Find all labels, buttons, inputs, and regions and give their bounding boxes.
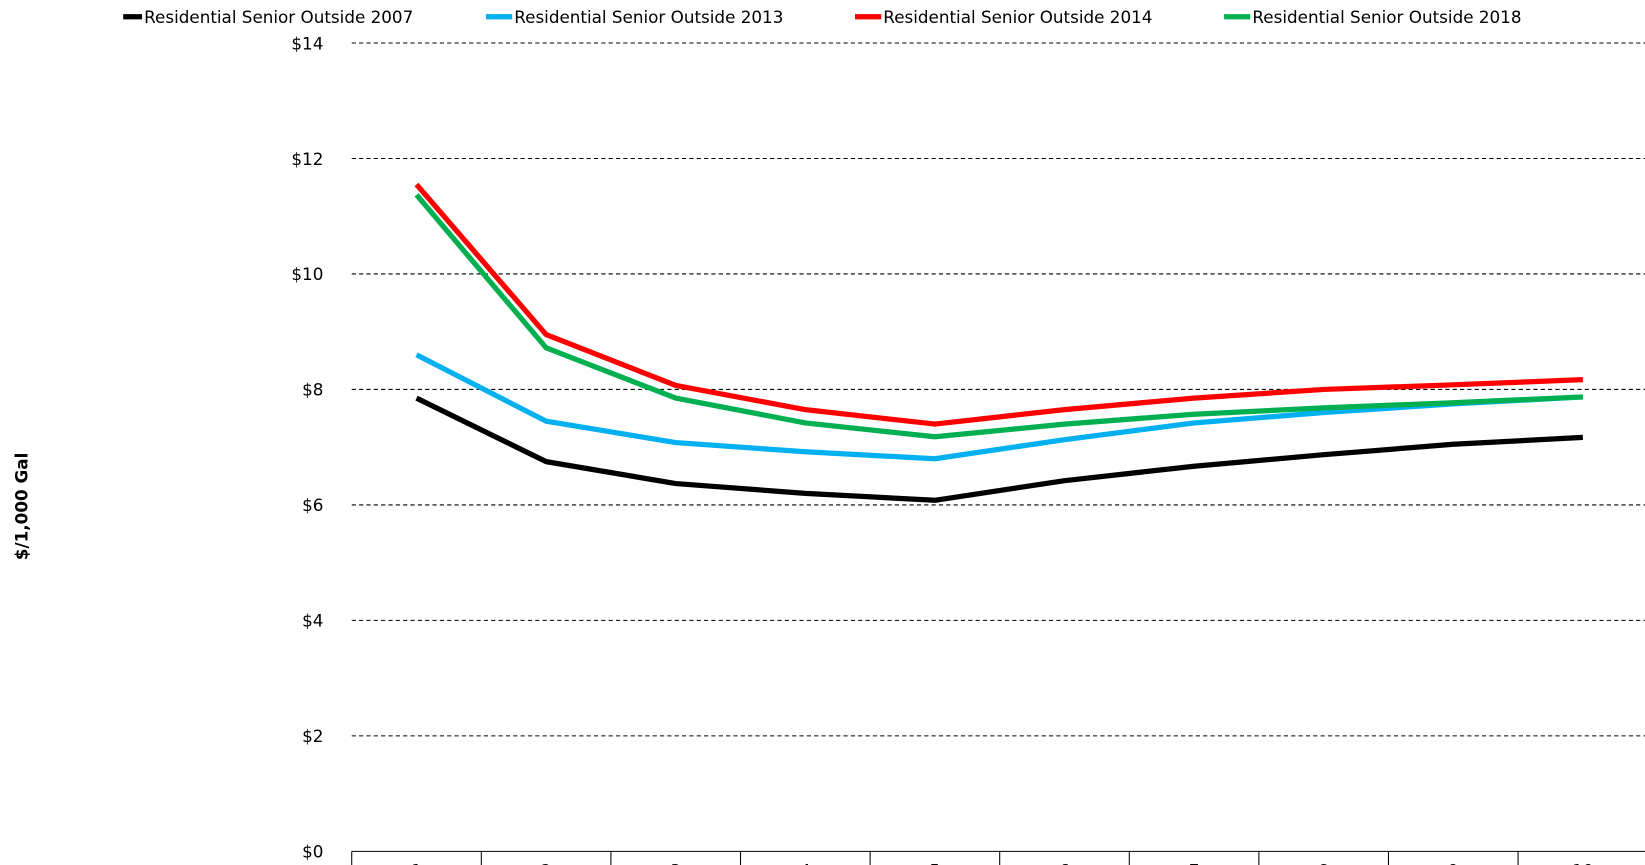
y-tick-label: $0 (302, 842, 323, 862)
series-line (414, 182, 1583, 427)
legend-label: Residential Senior Outside 2007 (144, 7, 413, 27)
y-tick-label: $2 (302, 726, 323, 746)
x-tick-label: 6 (1059, 861, 1070, 865)
y-tick-label: $10 (291, 264, 323, 284)
series-line (415, 352, 1584, 462)
y-tick-label: $6 (302, 495, 323, 515)
x-tick-label: 2 (541, 861, 552, 865)
y-tick-label: $4 (302, 611, 323, 631)
y-tick-label: $14 (291, 33, 323, 53)
x-tick-label: 4 (800, 861, 811, 865)
x-tick-label: 7 (1189, 861, 1200, 865)
x-tick-label: 1 (411, 861, 422, 865)
legend-label: Residential Senior Outside 2018 (1252, 7, 1521, 27)
y-axis-label: $/1,000 Gal (12, 453, 32, 560)
x-tick-label: 3 (670, 861, 681, 865)
x-tick-label: 10 (1572, 861, 1593, 865)
legend-label: Residential Senior Outside 2014 (883, 7, 1152, 27)
y-tick-label: $8 (302, 380, 323, 400)
x-tick-label: 8 (1318, 861, 1329, 865)
series-line (414, 193, 1583, 440)
x-tick-label: 5 (930, 861, 941, 865)
x-tick-label: 9 (1448, 861, 1459, 865)
legend-label: Residential Senior Outside 2013 (514, 7, 783, 27)
series-line (415, 395, 1584, 503)
y-tick-label: $12 (291, 149, 323, 169)
